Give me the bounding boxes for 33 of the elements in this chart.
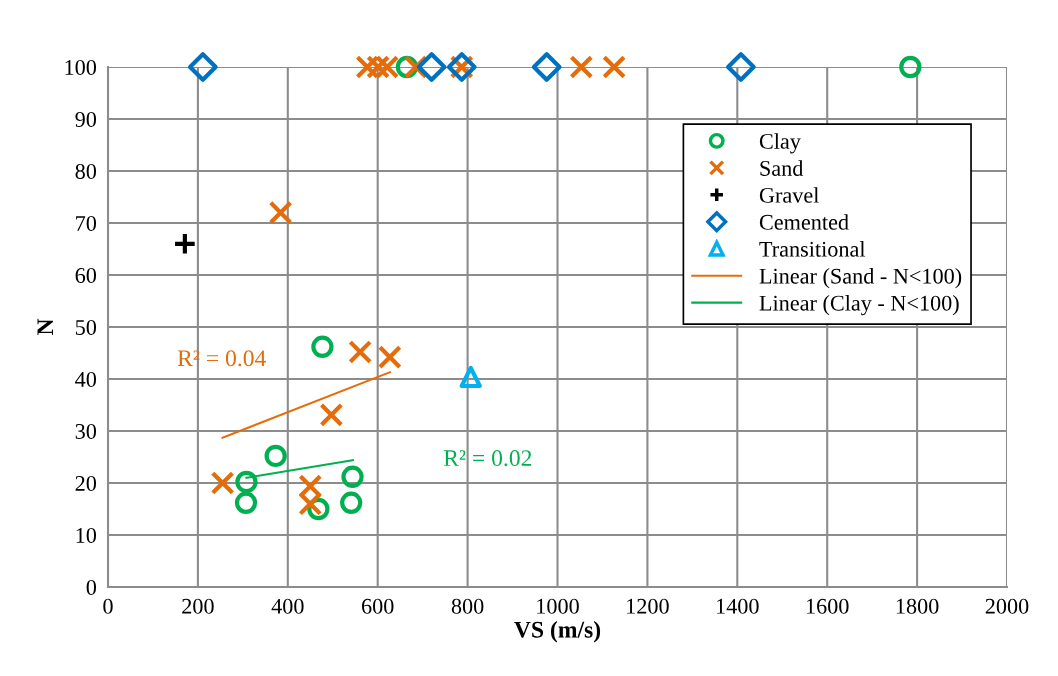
- y-tick-label: 40: [75, 371, 97, 387]
- y-tick-label: 10: [76, 527, 97, 543]
- legend-label: Clay: [759, 133, 801, 154]
- x-tick-label: 1600: [806, 598, 849, 614]
- y-axis-title: N: [37, 318, 53, 336]
- y-tick-label: 20: [75, 475, 97, 491]
- x-tick-label: 600: [361, 598, 394, 614]
- x-tick-label: 0: [103, 598, 113, 614]
- y-tick-label: 100: [65, 59, 97, 75]
- x-tick-label: 1200: [627, 598, 669, 614]
- legend-label: Linear (Sand - N<100): [759, 268, 962, 289]
- legend-label: Linear (Clay - N<100): [759, 295, 959, 316]
- x-tick-label: 800: [451, 598, 484, 614]
- y-tick-label: 30: [75, 423, 97, 439]
- legend-label: Cemented: [759, 214, 849, 230]
- legend-label: Gravel: [759, 187, 819, 203]
- x-tick-label: 1000: [537, 598, 579, 614]
- x-tick-label: 400: [271, 598, 304, 614]
- x-tick-label: 1400: [717, 598, 759, 614]
- annotation: R² = 0.04: [177, 350, 266, 367]
- legend-label: Transitional: [759, 241, 866, 257]
- y-tick-label: 0: [86, 579, 97, 595]
- annotation: R² = 0.02: [443, 450, 532, 467]
- x-tick-label: 1800: [896, 598, 939, 614]
- y-tick-label: 50: [75, 319, 97, 335]
- x-axis-title: VS (m/s): [514, 621, 601, 643]
- legend-label: Sand: [760, 160, 804, 176]
- x-tick-label: 2000: [985, 598, 1029, 614]
- y-tick-label: 60: [75, 267, 97, 283]
- x-tick-label: 200: [182, 598, 214, 614]
- y-tick-label: 70: [76, 215, 97, 231]
- y-tick-label: 80: [75, 163, 97, 179]
- y-tick-label: 90: [75, 111, 97, 127]
